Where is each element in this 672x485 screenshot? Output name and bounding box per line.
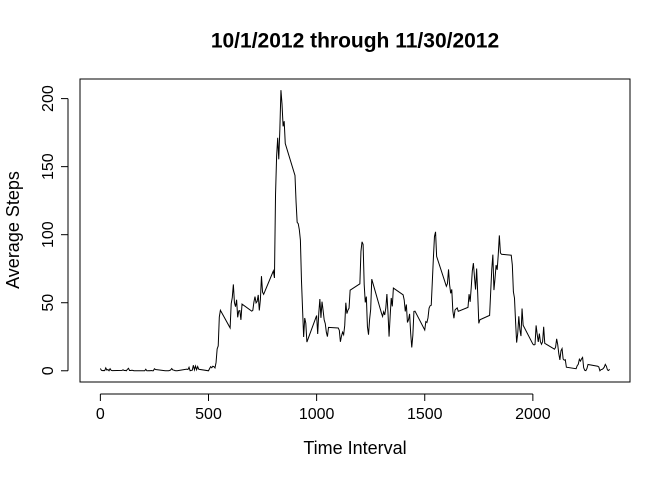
plot-frame xyxy=(79,78,631,383)
y-tick-label: 200 xyxy=(40,85,57,112)
y-tick-label: 0 xyxy=(40,366,57,375)
y-tick-label: 100 xyxy=(40,221,57,248)
data-line xyxy=(99,90,611,372)
x-tick-label: 2000 xyxy=(515,406,551,423)
x-tick-label: 500 xyxy=(195,406,222,423)
y-tick-label: 50 xyxy=(40,294,57,312)
x-tick-label: 0 xyxy=(96,406,105,423)
x-tick-label: 1500 xyxy=(407,406,443,423)
x-axis-label: Time Interval xyxy=(303,438,406,458)
y-tick-label: 150 xyxy=(40,153,57,180)
chart-title: 10/1/2012 through 11/30/2012 xyxy=(211,30,499,53)
y-axis-label: Average Steps xyxy=(3,171,23,289)
x-tick-label: 1000 xyxy=(299,406,335,423)
